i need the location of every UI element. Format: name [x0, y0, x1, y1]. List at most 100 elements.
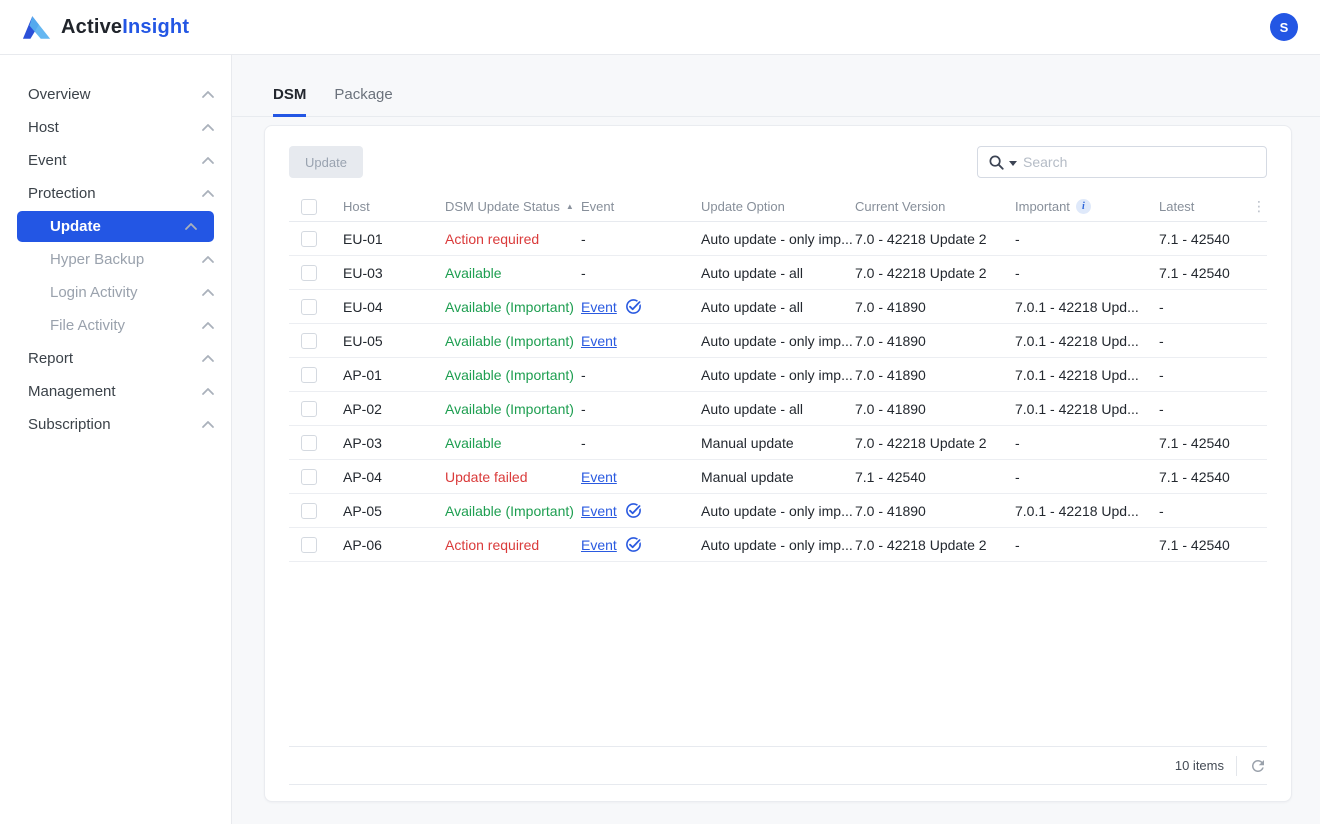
column-header-event[interactable]: Event: [581, 199, 615, 214]
cell-latest: 7.1 - 42540: [1159, 434, 1230, 451]
column-header-current-version[interactable]: Current Version: [855, 199, 946, 214]
row-checkbox[interactable]: [301, 332, 317, 349]
column-header-important[interactable]: Important i: [1015, 199, 1159, 214]
row-checkbox[interactable]: [301, 298, 317, 315]
column-header-host[interactable]: Host: [343, 199, 370, 214]
sidebar-item-login-activity[interactable]: Login Activity: [0, 276, 231, 309]
column-header-latest[interactable]: Latest: [1159, 199, 1195, 214]
row-checkbox[interactable]: [301, 366, 317, 383]
row-checkbox[interactable]: [301, 536, 317, 553]
table-row[interactable]: AP-06 Action required Event - Auto updat…: [289, 528, 1267, 562]
row-checkbox[interactable]: [301, 468, 317, 485]
table-row[interactable]: AP-01 Available (Important) - Auto updat…: [289, 358, 1267, 392]
main-content: DSM Package Update Host DSM Update Statu…: [232, 55, 1320, 824]
event-link[interactable]: Event: [581, 298, 617, 315]
table-row[interactable]: AP-03 Available - Manual update 7.0 - 42…: [289, 426, 1267, 460]
search-input[interactable]: [1023, 154, 1256, 170]
cell-host: AP-05: [343, 502, 382, 519]
top-header: ActiveInsight S: [0, 0, 1320, 55]
cell-event: -: [581, 265, 701, 281]
sidebar-item-report[interactable]: Report: [0, 342, 231, 375]
event-link[interactable]: Event: [581, 468, 617, 485]
row-checkbox[interactable]: [301, 400, 317, 417]
table-row[interactable]: AP-05 Available (Important) Event - Auto…: [289, 494, 1267, 528]
sidebar-item-management[interactable]: Management: [0, 375, 231, 408]
cell-update-option: Auto update - only imp...: [701, 502, 853, 519]
sidebar-item-label: Login Activity: [50, 284, 138, 301]
table-row[interactable]: EU-01 Action required - Auto update - on…: [289, 222, 1267, 256]
table-row[interactable]: EU-03 Available - Auto update - all 7.0 …: [289, 256, 1267, 290]
cell-update-option: Auto update - all: [701, 298, 803, 315]
row-checkbox[interactable]: [301, 230, 317, 247]
sidebar-item-label: Report: [28, 350, 74, 367]
select-all-checkbox[interactable]: [301, 198, 317, 215]
refresh-button[interactable]: [1249, 757, 1267, 775]
brand-suffix: Insight: [122, 15, 190, 38]
cell-current-version: 7.0 - 42218 Update 2: [855, 434, 987, 451]
table-row[interactable]: AP-04 Update failed Event - Manual updat…: [289, 460, 1267, 494]
table-header: Host DSM Update Status ▲ Event Update Op…: [289, 192, 1267, 222]
chevron-up-icon: [201, 189, 215, 198]
app-logo-icon: [22, 15, 51, 39]
cell-event: Event -: [581, 469, 701, 485]
column-header-label: Important: [1015, 199, 1070, 214]
cell-host: EU-03: [343, 264, 383, 281]
table-row[interactable]: EU-04 Available (Important) Event - Auto…: [289, 290, 1267, 324]
tab-package[interactable]: Package: [334, 86, 393, 103]
column-header-update-option[interactable]: Update Option: [701, 199, 785, 214]
column-header-label: DSM Update Status: [445, 199, 560, 214]
tab-dsm[interactable]: DSM: [273, 86, 307, 117]
cell-latest: -: [1159, 400, 1164, 417]
search-scope-caret-icon[interactable]: [1009, 160, 1017, 166]
cell-host: AP-01: [343, 366, 382, 383]
event-link[interactable]: Event: [581, 502, 617, 519]
user-avatar[interactable]: S: [1270, 13, 1298, 41]
cell-event-dash: -: [581, 434, 586, 451]
cell-important: 7.0.1 - 42218 Upd...: [1015, 400, 1139, 417]
column-settings-icon[interactable]: ⋮: [1252, 198, 1267, 214]
row-checkbox[interactable]: [301, 434, 317, 451]
cell-current-version: 7.0 - 41890: [855, 298, 926, 315]
sidebar-item-event[interactable]: Event: [0, 144, 231, 177]
cell-important: -: [1015, 434, 1020, 451]
sidebar-item-update[interactable]: Update: [17, 211, 214, 242]
update-button[interactable]: Update: [289, 146, 363, 178]
info-icon[interactable]: i: [1075, 199, 1091, 214]
sidebar-item-label: Overview: [28, 86, 91, 103]
column-header-dsm-update-status[interactable]: DSM Update Status ▲: [445, 199, 581, 214]
search-box[interactable]: [977, 146, 1267, 178]
items-count: 10 items: [1174, 758, 1224, 773]
sidebar-item-file-activity[interactable]: File Activity: [0, 309, 231, 342]
sidebar-item-label: Event: [28, 152, 67, 169]
cell-dsm-update-status: Action required: [445, 536, 540, 553]
cell-current-version: 7.0 - 41890: [855, 400, 926, 417]
sidebar-item-subscription[interactable]: Subscription: [0, 408, 231, 441]
table-row[interactable]: EU-05 Available (Important) Event - Auto…: [289, 324, 1267, 358]
sidebar-item-hyper-backup[interactable]: Hyper Backup: [0, 243, 231, 276]
cell-update-option: Auto update - all: [701, 264, 803, 281]
cell-current-version: 7.0 - 42218 Update 2: [855, 230, 987, 247]
table-toolbar: Update: [289, 146, 1267, 178]
row-checkbox[interactable]: [301, 264, 317, 281]
cell-latest: 7.1 - 42540: [1159, 230, 1230, 247]
row-checkbox[interactable]: [301, 502, 317, 519]
footer-divider: [1236, 755, 1237, 776]
event-link[interactable]: Event: [581, 536, 617, 553]
sidebar-item-host[interactable]: Host: [0, 111, 231, 144]
refresh-icon: [1251, 759, 1264, 772]
table-row[interactable]: AP-02 Available (Important) - Auto updat…: [289, 392, 1267, 426]
cell-important: -: [1015, 536, 1020, 553]
event-link[interactable]: Event: [581, 332, 617, 349]
chevron-up-icon: [184, 222, 198, 231]
sort-ascending-icon: ▲: [565, 201, 574, 211]
sidebar-item-protection[interactable]: Protection: [0, 177, 231, 210]
search-icon: [989, 155, 1004, 170]
sidebar-item-overview[interactable]: Overview: [0, 78, 231, 111]
chevron-up-icon: [201, 387, 215, 396]
cell-update-option: Auto update - only imp...: [701, 332, 853, 349]
cell-update-option: Auto update - only imp...: [701, 366, 853, 383]
cell-update-option: Manual update: [701, 434, 794, 451]
sidebar-item-label: Update: [50, 218, 101, 235]
app-logo[interactable]: ActiveInsight: [22, 14, 189, 41]
cell-current-version: 7.0 - 41890: [855, 366, 926, 383]
